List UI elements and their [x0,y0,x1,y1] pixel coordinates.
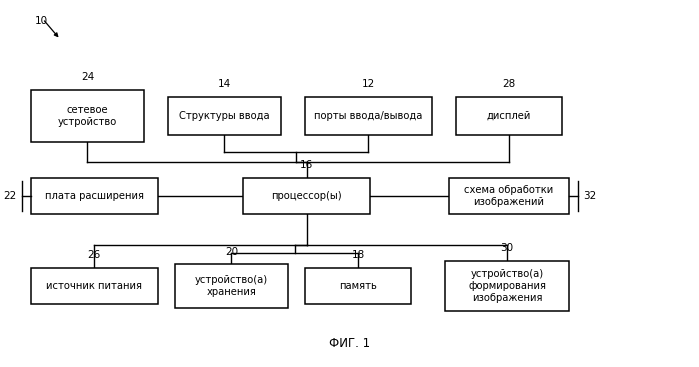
Text: 20: 20 [225,247,238,257]
Text: 32: 32 [583,191,596,201]
Text: 14: 14 [218,79,231,89]
Text: 26: 26 [87,250,101,260]
Text: порты ввода/вывода: порты ввода/вывода [314,111,422,121]
Bar [305,268,411,304]
Text: 12: 12 [361,79,375,89]
Bar [445,261,569,311]
Text: 18: 18 [352,250,365,260]
Text: 28: 28 [502,79,515,89]
Text: устройство(а)
хранения: устройство(а) хранения [195,275,268,297]
Text: ФИГ. 1: ФИГ. 1 [329,337,370,350]
Text: 22: 22 [3,191,17,201]
Text: источник питания: источник питания [46,281,143,291]
Text: сетевое
устройство: сетевое устройство [58,105,117,127]
Bar [175,264,288,308]
Text: память: память [339,281,377,291]
Text: 16: 16 [300,160,313,170]
Text: процессор(ы): процессор(ы) [271,191,342,201]
Bar [168,97,281,135]
Bar [31,178,158,214]
Text: устройство(а)
формирования
изображения: устройство(а) формирования изображения [468,269,546,303]
Bar [31,90,144,142]
Bar [305,97,432,135]
Text: дисплей: дисплей [487,111,531,121]
Text: схема обработки
изображений: схема обработки изображений [464,185,554,207]
Text: 24: 24 [81,72,94,82]
Bar [31,268,158,304]
Text: Структуры ввода: Структуры ввода [179,111,270,121]
Bar [456,97,562,135]
Text: 30: 30 [500,243,514,253]
Text: плата расширения: плата расширения [45,191,144,201]
Bar [449,178,569,214]
Bar [243,178,370,214]
Text: 10: 10 [34,16,48,26]
